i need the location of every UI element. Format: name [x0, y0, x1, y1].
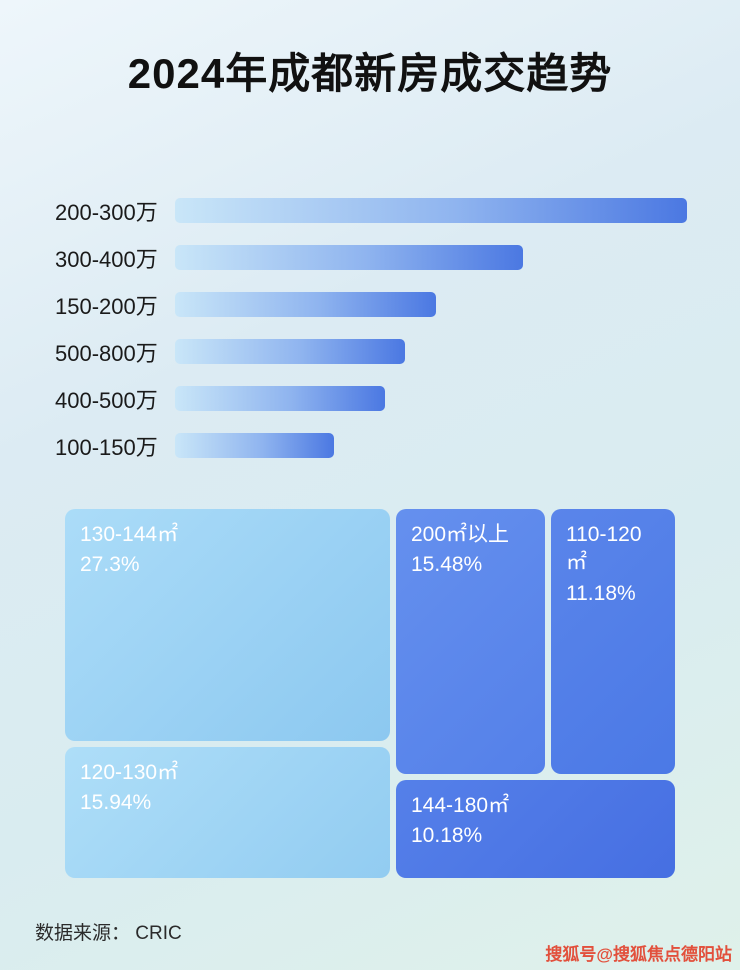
bar-track [175, 433, 687, 458]
block-pct: 15.94% [80, 791, 152, 815]
bar [175, 245, 524, 270]
treemap-block-200-plus: 200㎡以上 15.48% [396, 509, 545, 774]
treemap-block-110-120: 110-120㎡ 11.18% [551, 509, 675, 774]
bar-label: 100-150万 [55, 434, 158, 460]
bar-track [175, 386, 687, 411]
bar [175, 386, 385, 411]
block-label: 120-130㎡ [80, 761, 179, 784]
block-label: 110-120㎡ [566, 523, 642, 575]
bar-label: 400-500万 [55, 387, 158, 413]
bar [175, 198, 687, 223]
bar-row: 500-800万 [55, 328, 687, 375]
block-pct: 10.18% [411, 824, 483, 848]
bar-label: 200-300万 [55, 199, 158, 225]
bar-row: 300-400万 [55, 234, 687, 281]
block-label: 144-180㎡ [411, 794, 510, 817]
bar-row: 100-150万 [55, 422, 687, 469]
bar [175, 433, 334, 458]
treemap-block-120-130: 120-130㎡ 15.94% [65, 747, 390, 878]
block-label: 200㎡以上 [411, 523, 510, 546]
page-title: 2024年成都新房成交趋势 [127, 50, 613, 97]
data-source-note: 数据来源： CRIC [35, 923, 182, 944]
block-pct: 27.3% [80, 553, 140, 577]
treemap-block-144-180: 144-180㎡ 10.18% [396, 780, 675, 878]
watermark: 搜狐号@搜狐焦点德阳站 [545, 945, 732, 964]
bar-track [175, 339, 687, 364]
bar-chart: 200-300万 300-400万 150-200万 500-800万 400-… [55, 187, 687, 469]
bar [175, 339, 406, 364]
bar-label: 300-400万 [55, 246, 158, 272]
bar-label: 500-800万 [55, 340, 158, 366]
bar-row: 200-300万 [55, 187, 687, 234]
block-pct: 15.48% [411, 553, 483, 577]
bar-label: 150-200万 [55, 293, 158, 319]
bar-track [175, 292, 687, 317]
bar-row: 150-200万 [55, 281, 687, 328]
treemap: 130-144㎡ 27.3% 120-130㎡ 15.94% 200㎡以上 15… [65, 509, 675, 878]
bar-track [175, 245, 687, 270]
block-pct: 11.18% [566, 581, 636, 605]
bar-track [175, 198, 687, 223]
treemap-block-130-144: 130-144㎡ 27.3% [65, 509, 390, 741]
bar [175, 292, 437, 317]
block-label: 130-144㎡ [80, 523, 179, 546]
bar-row: 400-500万 [55, 375, 687, 422]
